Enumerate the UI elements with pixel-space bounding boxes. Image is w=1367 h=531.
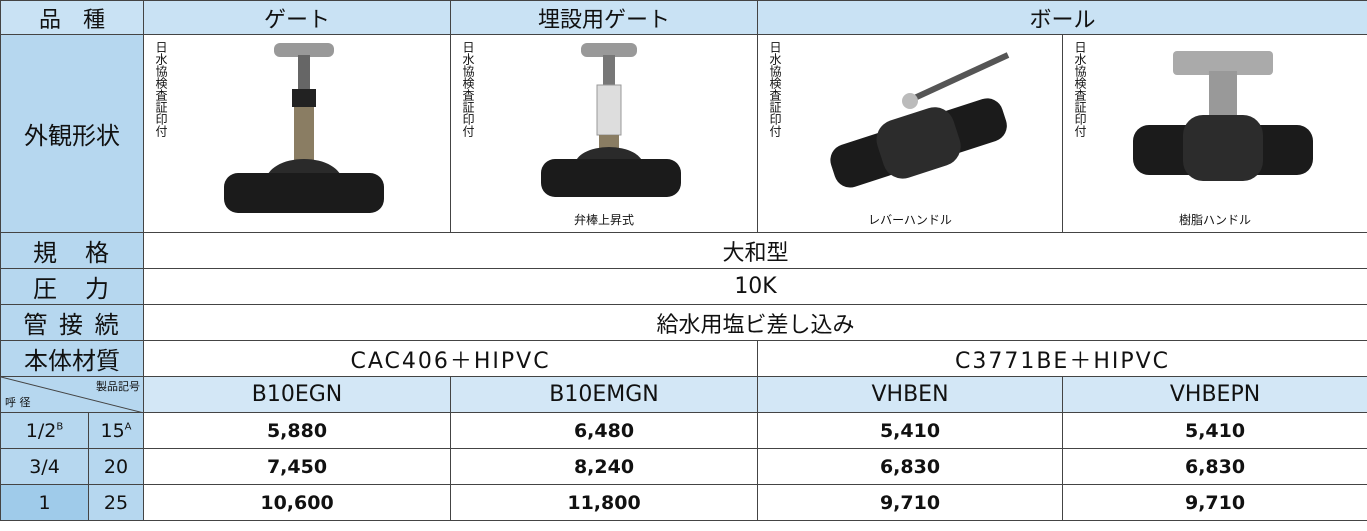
price: 7,450	[143, 448, 452, 485]
valve-image	[1133, 51, 1314, 181]
caption: 弁棒上昇式	[574, 213, 635, 227]
spec-row: 圧 力 10K	[0, 268, 1367, 305]
size-row: 1/2B 15A 5,880 6,480 5,410 5,410	[0, 412, 1367, 449]
diagonal	[1, 377, 141, 412]
code: VHBEPN	[1062, 376, 1367, 413]
header-row: 品 種 ゲート 埋設用ゲート ボール	[0, 0, 1367, 35]
material-value: C3771BE＋HIPVC	[757, 340, 1367, 377]
price: 5,410	[1062, 412, 1367, 449]
image-cell: 日水協検査証印付 弁棒上昇式	[450, 34, 759, 233]
mm-size: 20	[87, 448, 145, 485]
price: 9,710	[757, 484, 1064, 521]
row-label: 外観形状	[0, 34, 145, 233]
spec-value: 給水用塩ビ差し込み	[143, 304, 1367, 341]
valve-image	[224, 43, 385, 213]
material-row: 本体材質 CAC406＋HIPVC C3771BE＋HIPVC	[0, 340, 1367, 377]
size-row: 1 25 10,600 11,800 9,710 9,710	[0, 484, 1367, 521]
image-cell: 日水協検査証印付 樹脂ハンドル	[1062, 34, 1367, 233]
price: 6,480	[450, 412, 759, 449]
code-row: 製品記号 呼 径 B10EGN B10EMGN VHBEN VHBEPN	[0, 376, 1367, 413]
price: 5,880	[143, 412, 452, 449]
group: ゲート	[143, 0, 452, 35]
size-row: 3/4 20 7,450 8,240 6,830 6,830	[0, 448, 1367, 485]
mm-unit: A	[124, 421, 132, 433]
row-label: 規 格	[0, 232, 145, 269]
material-value: CAC406＋HIPVC	[143, 340, 759, 377]
inch-size: 3/4	[0, 448, 89, 485]
valve-image	[830, 52, 1010, 188]
group: ボール	[757, 0, 1367, 35]
code: VHBEN	[757, 376, 1064, 413]
spec-value: 大和型	[143, 232, 1367, 269]
price: 6,830	[757, 448, 1064, 485]
price: 9,710	[1062, 484, 1367, 521]
corner-bottom: 呼 径	[5, 396, 31, 409]
price: 8,240	[450, 448, 759, 485]
valve-image	[541, 43, 682, 197]
image-cell: 日水協検査証印付 レバーハンドル	[757, 34, 1064, 233]
mm: 15	[100, 419, 125, 442]
stamp: 日水協検査証印付	[461, 41, 476, 137]
group: 埋設用ゲート	[450, 0, 759, 35]
stamp: 日水協検査証印付	[154, 41, 169, 137]
inch-size: 1/2B	[0, 412, 89, 449]
spec-value: 10K	[143, 268, 1367, 305]
caption: レバーハンドル	[868, 213, 952, 227]
spec-row: 規 格 大和型	[0, 232, 1367, 269]
caption: 樹脂ハンドル	[1179, 213, 1252, 227]
corner-cell: 製品記号 呼 径	[0, 376, 145, 413]
mm-size: 25	[87, 484, 145, 521]
mm-size: 15A	[87, 412, 145, 449]
inch: 1/2	[25, 419, 57, 442]
stamp: 日水協検査証印付	[768, 41, 783, 137]
code: B10EGN	[143, 376, 452, 413]
image-cell: 日水協検査証印付	[143, 34, 452, 233]
inch-unit: B	[56, 421, 64, 433]
spec-row: 管 接 続 給水用塩ビ差し込み	[0, 304, 1367, 341]
row-label: 本体材質	[0, 340, 145, 377]
row-label: 圧 力	[0, 268, 145, 305]
corner-top: 製品記号	[96, 380, 141, 393]
header-label: 品 種	[0, 0, 145, 35]
row-label: 管 接 続	[0, 304, 145, 341]
stamp: 日水協検査証印付	[1073, 41, 1088, 137]
code: B10EMGN	[450, 376, 759, 413]
price: 11,800	[450, 484, 759, 521]
price: 10,600	[143, 484, 452, 521]
appearance-row: 外観形状 日水協検査証印付 日水協検査証印付 弁棒上昇式 日水協検査証印付 レバ…	[0, 34, 1367, 233]
inch-size: 1	[0, 484, 89, 521]
price: 6,830	[1062, 448, 1367, 485]
price: 5,410	[757, 412, 1064, 449]
